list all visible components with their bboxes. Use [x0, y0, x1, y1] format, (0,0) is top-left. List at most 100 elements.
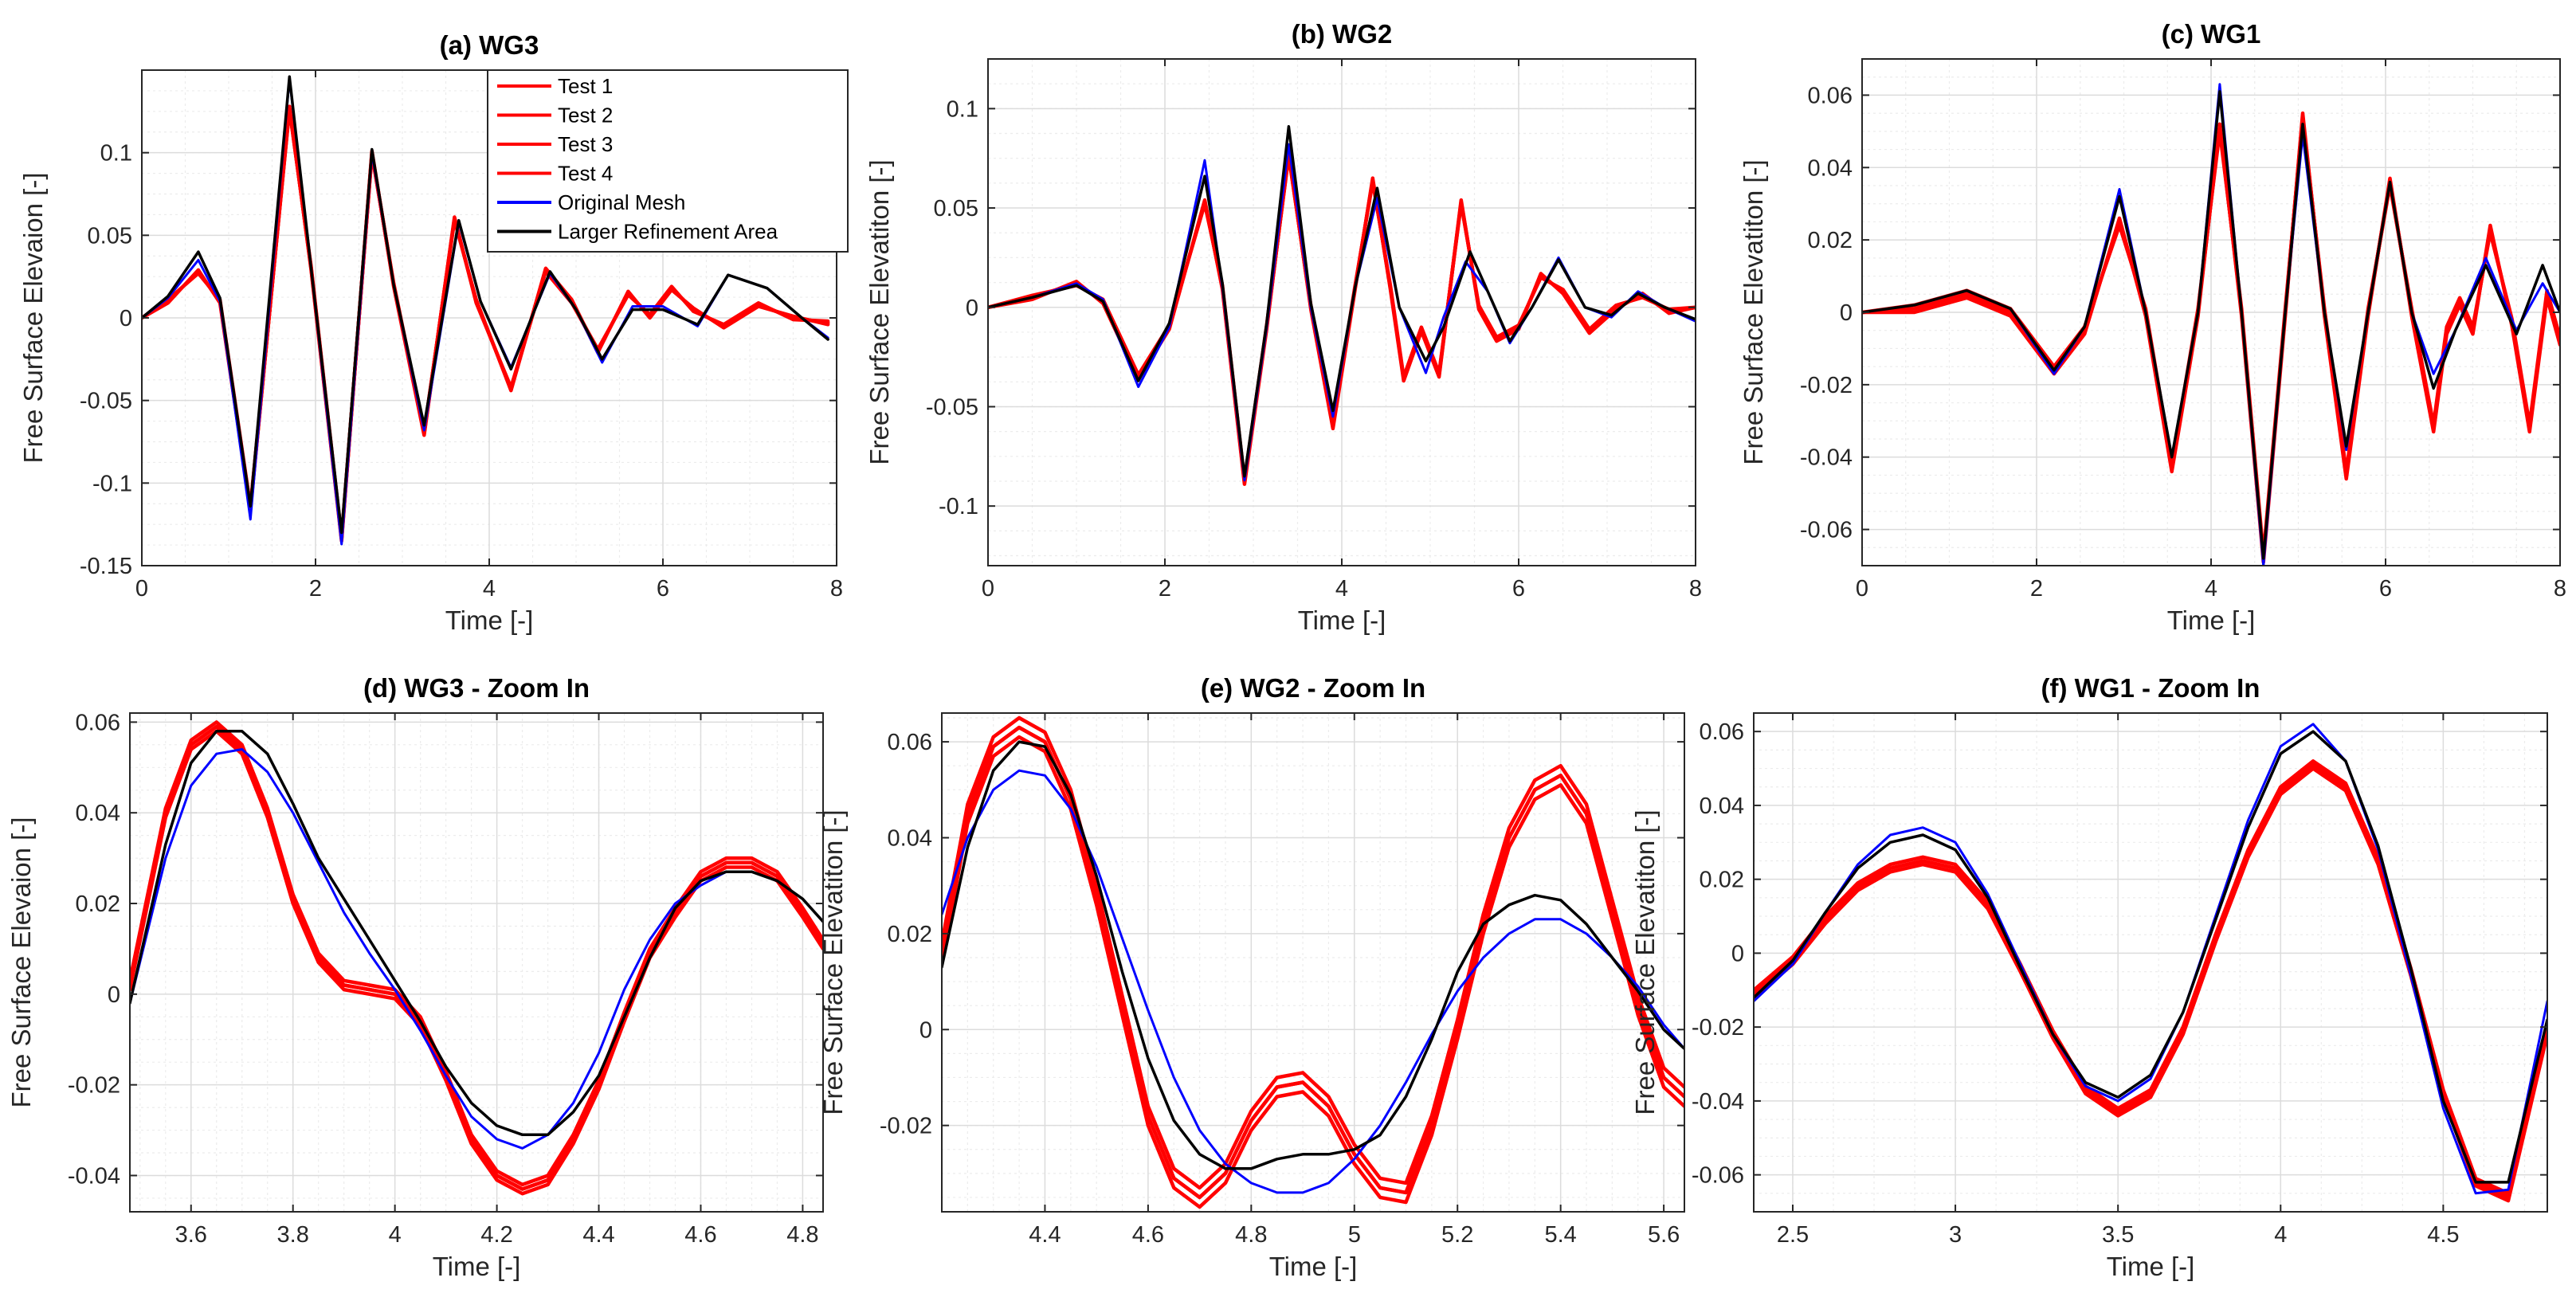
legend: Test 1 Test 2 Test 3 Test 4 Original Mesh Lar… [487, 69, 849, 253]
x-tick-label: 4.2 [480, 1222, 512, 1248]
series-line-test-3 [942, 735, 1684, 1209]
y-tick-label: 0 [919, 1017, 932, 1043]
y-tick-label: -0.04 [1800, 445, 1853, 471]
series-line-original-mesh [942, 769, 1684, 1194]
x-axis-label: Time [-] [445, 605, 534, 635]
y-axis-label: Free Surface Elevatiton [-] [1739, 159, 1768, 464]
series-line-larger-refinement-area [142, 75, 829, 535]
panel-f: 2.5 3 3.5 4 4.5 -0.06 -0.04 -0.02 0 0.02 0.04 0.06 (… [1630, 673, 2548, 1281]
legend-label: Original Mesh [558, 190, 685, 214]
series-group [988, 125, 1696, 486]
y-axis-label: Free Surface Elevatiton [-] [818, 809, 848, 1115]
y-tick-label: -0.04 [1692, 1089, 1744, 1115]
y-tick-label: -0.05 [926, 394, 978, 420]
x-tick-label: 5 [1348, 1222, 1361, 1248]
x-tick-label: 4 [2205, 576, 2217, 602]
y-tick-label: 0.1 [947, 96, 978, 122]
series-line-original-mesh [130, 748, 823, 1150]
x-tick-label: 5.2 [1441, 1222, 1473, 1248]
y-axis-label: Free Surface Elevatiton [-] [1630, 809, 1660, 1115]
series-group [130, 720, 823, 1196]
y-tick-label: 0.06 [1700, 719, 1744, 745]
x-tick-label: 4.8 [1235, 1222, 1267, 1248]
x-tick-label: 2 [2030, 576, 2043, 602]
series-line-larger-refinement-area [130, 730, 823, 1137]
x-tick-label: 6 [2379, 576, 2392, 602]
series-line-test-4 [942, 725, 1684, 1200]
series-group [142, 75, 830, 546]
series-line-larger-refinement-area [1862, 90, 2560, 560]
y-tick-label: 0.1 [100, 141, 132, 167]
y-tick-label: 0.02 [76, 892, 120, 917]
legend-label: Test 4 [558, 162, 613, 186]
panel-e: 4.4 4.6 4.8 5 5.2 5.4 5.6 -0.02 0 0.02 0.04 0.06 (e)… [818, 673, 1685, 1281]
x-tick-label: 3.5 [2102, 1222, 2134, 1248]
legend-label: Test 3 [558, 132, 613, 156]
x-tick-label: 4.5 [2427, 1222, 2459, 1248]
x-tick-label: 5.4 [1545, 1222, 1577, 1248]
x-tick-label: 2 [1159, 576, 1171, 602]
panel-c: 0 2 4 6 8 -0.06 -0.04 -0.02 0 0.02 0.04 0.06 (c) WG1… [1739, 19, 2566, 635]
y-tick-label: -0.02 [880, 1114, 932, 1139]
x-tick-label: 3.8 [277, 1222, 309, 1248]
x-axis-label: Time [-] [1298, 605, 1386, 635]
y-tick-label: 0.04 [76, 801, 120, 826]
x-tick-label: 4 [1335, 576, 1348, 602]
y-tick-label: -0.05 [80, 389, 132, 414]
y-tick-label: 0 [1840, 300, 1853, 326]
axes-frame [941, 712, 1685, 1213]
panel-title: (f) WG1 - Zoom In [2041, 673, 2260, 703]
x-tick-label: 4 [483, 576, 496, 602]
y-axis-label: Free Surface Elevatiton [-] [865, 159, 894, 464]
y-tick-label: 0.06 [76, 710, 120, 735]
y-tick-label: -0.04 [68, 1163, 120, 1189]
y-tick-label: 0 [108, 982, 120, 1008]
x-axis-label: Time [-] [1269, 1252, 1358, 1281]
y-tick-label: 0.02 [1700, 868, 1744, 893]
y-tick-label: 0.06 [888, 730, 932, 755]
x-tick-label: 4.8 [786, 1222, 818, 1248]
legend-box [487, 69, 849, 253]
y-tick-label: -0.1 [939, 494, 978, 519]
legend-label: Larger Refinement Area [558, 220, 778, 244]
y-tick-label: -0.02 [1692, 1015, 1744, 1040]
y-tick-label: 0.04 [888, 826, 932, 852]
series-line-original-mesh [1754, 723, 2547, 1195]
panel-b: 0 2 4 6 8 -0.1 -0.05 0 0.05 0.1 (b) WG2 Time [-] Fre… [865, 19, 1702, 635]
series-group [942, 715, 1684, 1209]
legend-label: Test 2 [558, 104, 613, 127]
y-tick-label: 0 [1731, 941, 1744, 966]
series-line-test-4 [130, 724, 823, 1191]
x-tick-label: 5.6 [1648, 1222, 1680, 1248]
y-tick-label: -0.1 [92, 471, 132, 496]
y-axis-label: Free Surface Elevaion [-] [18, 173, 48, 464]
x-tick-label: 0 [135, 576, 148, 602]
panel-title: (d) WG3 - Zoom In [363, 673, 590, 703]
y-tick-label: -0.02 [1800, 373, 1853, 398]
y-tick-label: 0 [120, 306, 132, 331]
y-tick-label: 0.06 [1808, 83, 1853, 108]
series-line-larger-refinement-area [942, 740, 1684, 1170]
x-tick-label: 4 [389, 1222, 402, 1248]
series-line-test-2 [942, 715, 1684, 1190]
x-tick-label: 8 [1689, 576, 1702, 602]
y-tick-label: -0.15 [80, 554, 132, 579]
x-tick-label: 3.6 [175, 1222, 207, 1248]
x-tick-label: 8 [830, 576, 843, 602]
panel-title: (e) WG2 - Zoom In [1201, 673, 1425, 703]
y-axis-label: Free Surface Elevaion [-] [6, 817, 36, 1108]
panel-title: (a) WG3 [440, 30, 539, 60]
x-tick-label: 3 [1949, 1222, 1962, 1248]
x-tick-label: 4.6 [1132, 1222, 1164, 1248]
panel-title: (c) WG1 [2162, 19, 2261, 49]
series-line-larger-refinement-area [1754, 730, 2547, 1184]
axes-frame [129, 712, 824, 1213]
y-tick-label: 0.05 [934, 196, 978, 221]
x-axis-label: Time [-] [2107, 1252, 2195, 1281]
y-tick-label: 0.04 [1700, 794, 1744, 819]
x-tick-label: 2.5 [1777, 1222, 1809, 1248]
plot-area [1754, 713, 2547, 1212]
series-group [1862, 83, 2560, 566]
